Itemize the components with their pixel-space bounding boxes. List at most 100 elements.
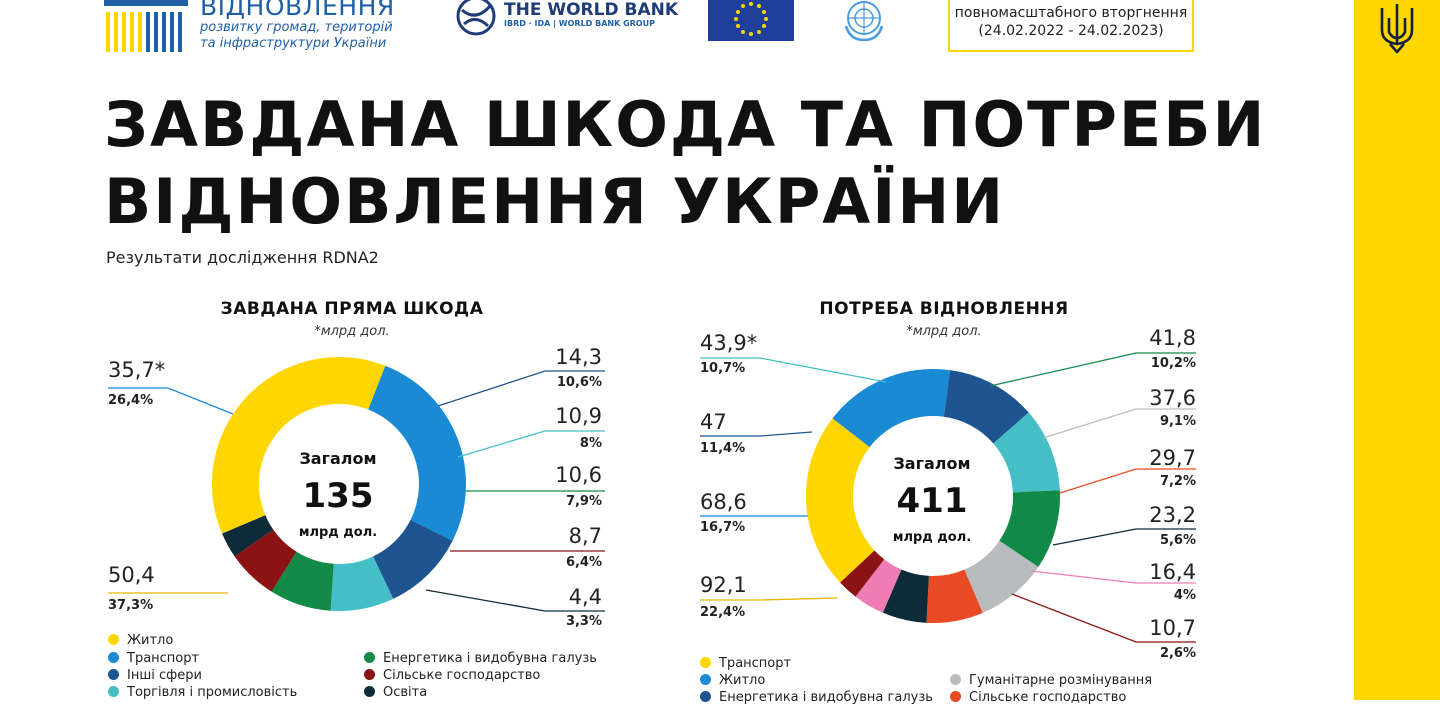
legend-swatch (108, 652, 119, 663)
chart2-value-label: 29,7 (1149, 446, 1196, 470)
legend-label: Енергетика і видобувна галузь (383, 651, 597, 666)
chart2-value-label: 92,1 (700, 573, 747, 597)
chart1-percent-label: 3,3% (565, 614, 602, 629)
chart1-slice (271, 551, 334, 611)
chart2-value-label: 41,8 (1149, 326, 1196, 350)
chart1-value-label: 10,6 (555, 463, 602, 487)
trident-icon (1380, 4, 1414, 54)
chart2-slice (993, 412, 1060, 493)
legend-label: Торгівля і промисловість (127, 685, 298, 700)
legend-swatch (950, 691, 961, 702)
chart1-value-label: 50,4 (108, 563, 155, 587)
logo-subtitle-line2: та інфраструктури України (200, 36, 387, 51)
chart1-slice (330, 556, 394, 611)
legend-item: Транспорт (108, 651, 199, 666)
chart1-value-label: 10,9 (555, 404, 602, 428)
chart2-value-label: 10,7 (1149, 616, 1196, 640)
chart2-percent-label: 11,4% (700, 441, 746, 456)
chart2-leader-line (700, 431, 813, 437)
chart2-value-label: 37,6 (1149, 386, 1196, 410)
chart2-leader-line (1052, 528, 1196, 546)
chart2-leader-line (1030, 570, 1196, 584)
legend-label: Житло (719, 673, 766, 688)
chart2-value-label: 68,6 (700, 490, 747, 514)
chart2-percent-label: 5,6% (1159, 533, 1196, 548)
chart2-value-label: 23,2 (1149, 503, 1196, 527)
logo-subtitle: розвитку громад, територій та інфраструк… (200, 20, 420, 52)
chart1-value-label: 8,7 (568, 524, 602, 548)
legend-item: Енергетика і видобувна галузь (364, 651, 597, 666)
chart2-leader-line (700, 357, 887, 383)
legend-swatch (108, 634, 119, 645)
legend-item: Сільське господарство (364, 668, 540, 683)
chart1-total-unit: млрд дол. (298, 525, 378, 540)
legend-item: Сільське господарство (950, 690, 1126, 705)
legend-label: Сільське господарство (969, 690, 1127, 705)
chart1-title: ЗАВДАНА ПРЯМА ШКОДА (220, 299, 484, 319)
chart1-percent-label: 6,4% (565, 555, 602, 570)
legend-swatch (950, 674, 961, 685)
chart2-leader-line (700, 597, 838, 601)
legend-label: Сільське господарство (383, 668, 541, 683)
chart1-leader-line (437, 370, 605, 407)
chart1-unit: *млрд дол. (314, 324, 390, 339)
chart1-slice (368, 365, 466, 541)
chart1-percent-label: 10,6% (556, 375, 602, 390)
chart2-leader-line (1011, 593, 1196, 643)
chart2-percent-label: 16,7% (700, 520, 746, 535)
chart1-value-label: 14,3 (555, 345, 602, 369)
legend-label: Енергетика і видобувна галузь (719, 690, 933, 705)
legend-label: Транспорт (719, 656, 792, 671)
legend-swatch (700, 691, 711, 702)
legend-label: Транспорт (127, 651, 200, 666)
period-info-line1: повномасштабного вторгнення (954, 5, 1188, 21)
legend-swatch (108, 669, 119, 680)
chart1-leader-line (108, 387, 234, 415)
chart1-slice (373, 519, 453, 599)
chart2-leader-line (989, 352, 1196, 387)
chart2-slice (855, 559, 902, 613)
logo-subtitle-line1: розвитку громад, територій (200, 20, 393, 35)
chart2-value-label: 47 (700, 410, 727, 434)
legend-swatch (364, 686, 375, 697)
legend-swatch (364, 669, 375, 680)
chart2-percent-label: 7,2% (1159, 474, 1196, 489)
chart2-total-value: 411 (896, 481, 968, 521)
legend-label: Житло (127, 633, 174, 648)
chart2-slice (926, 569, 983, 623)
legend-label: Гуманітарне розмінування (969, 673, 1153, 688)
chart2-percent-label: 9,1% (1159, 414, 1196, 429)
chart1-total-value: 135 (302, 476, 374, 516)
chart2-value-label: 43,9* (700, 331, 758, 355)
legend-item: Енергетика і видобувна галузь (700, 690, 933, 705)
legend-item: Інші сфери (108, 668, 202, 683)
chart2-title: ПОТРЕБА ВІДНОВЛЕННЯ (819, 299, 1069, 319)
chart2-percent-label: 10,7% (700, 361, 746, 376)
chart1-leader-line (457, 430, 605, 458)
legend-label: Інші сфери (127, 668, 202, 683)
chart2-leader-line (1059, 468, 1196, 494)
chart1-percent-label: 8% (579, 436, 602, 451)
chart2-leader-line (1042, 408, 1196, 439)
legend-label: Освіта (383, 685, 428, 700)
chart2-percent-label: 2,6% (1159, 646, 1196, 661)
period-info-box (948, 0, 1194, 52)
chart2-percent-label: 22,4% (700, 605, 746, 620)
yellow-sidebar (1354, 0, 1440, 700)
legend-swatch (700, 674, 711, 685)
legend-swatch (700, 657, 711, 668)
chart2-slice (882, 569, 929, 623)
chart1-slice (211, 357, 386, 534)
chart2-slice (943, 370, 1029, 444)
chart2-value-label: 16,4 (1149, 560, 1196, 584)
chart2-slice (840, 550, 885, 597)
chart1-percent-label: 26,4% (108, 393, 154, 408)
chart1-slice (234, 529, 297, 592)
legend-swatch (108, 686, 119, 697)
page-subtitle: Результати дослідження RDNA2 (106, 248, 379, 267)
chart1-leader-line (425, 589, 605, 612)
eu-flag-icon (708, 0, 794, 41)
chart2-slice (805, 418, 875, 583)
legend-item: Гуманітарне розмінування (950, 673, 1152, 688)
chart1-percent-label: 37,3% (108, 598, 154, 613)
